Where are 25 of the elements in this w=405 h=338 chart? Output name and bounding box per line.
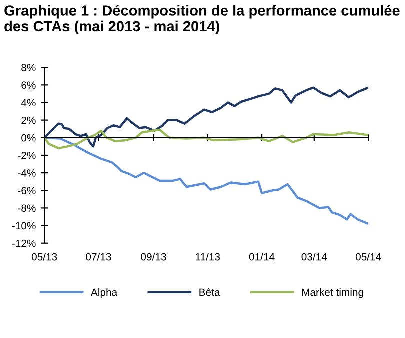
line-series bbox=[44, 136, 369, 226]
x-tick-label: 07/13 bbox=[86, 253, 112, 261]
y-tick-label: 4% bbox=[21, 99, 36, 107]
x-tick-label: 05/14 bbox=[356, 253, 382, 261]
y-tick-label: 0% bbox=[22, 134, 36, 142]
x-tick-label: 01/14 bbox=[249, 253, 275, 261]
legend-label: Alpha bbox=[90, 288, 118, 298]
x-tick-label: 11/13 bbox=[196, 253, 220, 261]
y-tick-label: -8% bbox=[18, 204, 36, 212]
y-tick-label: -6% bbox=[18, 187, 36, 195]
y-tick-label: -4% bbox=[18, 170, 36, 177]
legend-label: Market timing bbox=[302, 288, 364, 298]
x-tick-label: 05/13 bbox=[32, 253, 58, 261]
y-tick-label: -12% bbox=[12, 240, 36, 248]
y-tick-label: -2% bbox=[18, 152, 36, 160]
x-tick-label: 03/14 bbox=[302, 253, 328, 261]
line-series bbox=[44, 86, 369, 148]
y-tick-label: -10% bbox=[12, 222, 36, 230]
chart-title: Graphique 1 : Décomposition de la performance cumulée des CTAs (mai 2013 - mai 2014) bbox=[4, 5, 400, 34]
y-tick-label: 2% bbox=[22, 116, 36, 124]
y-tick-label: 6% bbox=[22, 82, 36, 90]
x-tick-label: 09/13 bbox=[141, 253, 166, 261]
line-series bbox=[44, 128, 369, 150]
legend-label: Bêta bbox=[200, 288, 220, 296]
y-tick-label: 8% bbox=[22, 64, 36, 72]
